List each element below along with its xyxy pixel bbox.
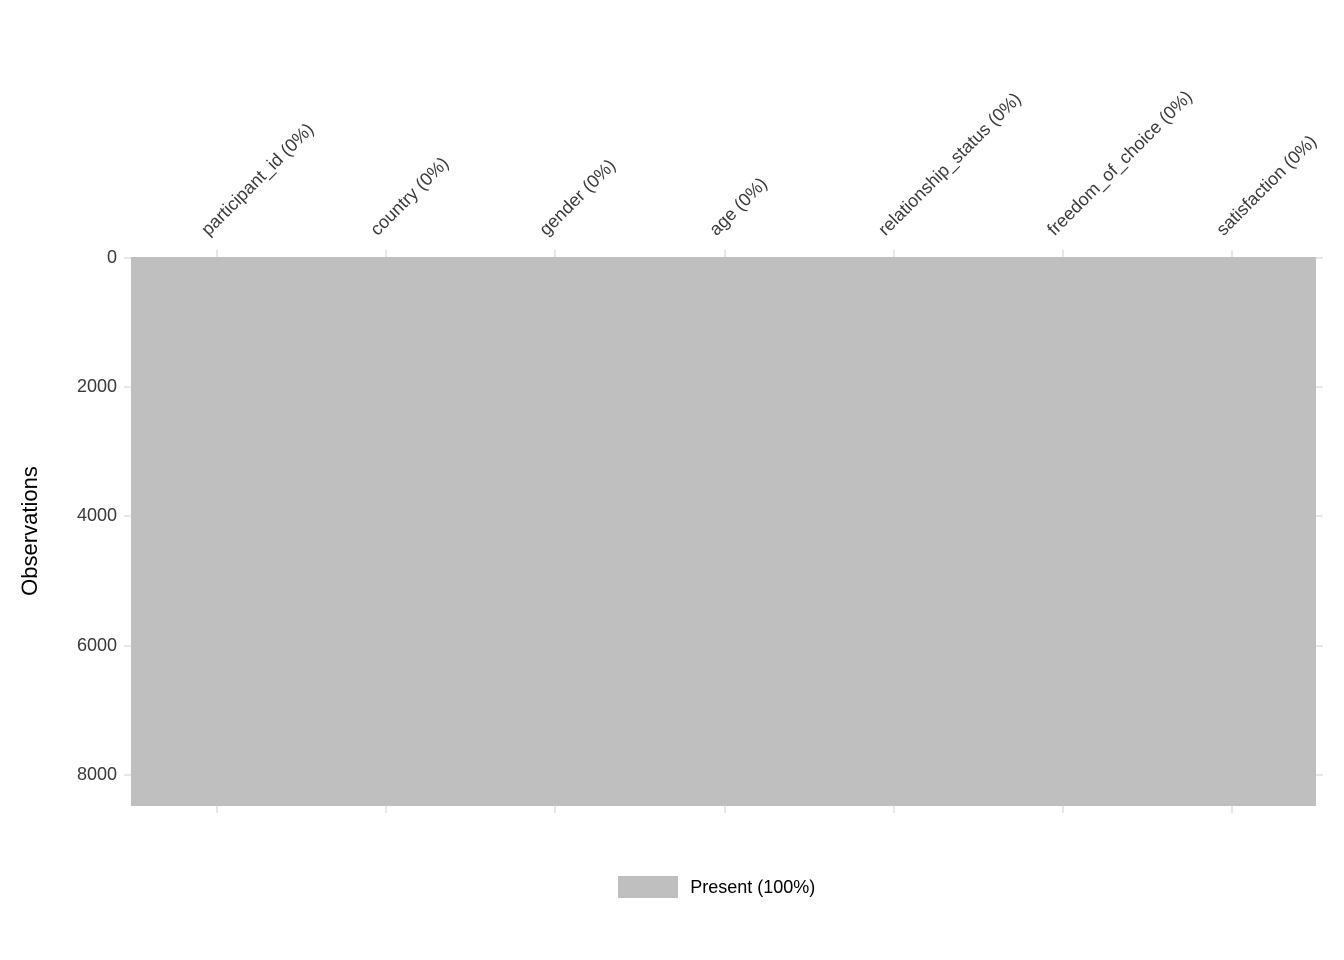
y-tick-mark (1316, 774, 1323, 776)
y-tick-mark (124, 257, 131, 259)
plot-fill-rect (131, 257, 1316, 806)
legend-label: Present (100%) (690, 877, 815, 898)
y-tick-mark (1316, 386, 1323, 388)
x-tick-mark (1062, 250, 1064, 257)
x-tick-mark (554, 806, 556, 813)
x-tick-mark (893, 250, 895, 257)
y-tick-mark (124, 386, 131, 388)
x-column-label: satisfaction (0%) (1212, 131, 1321, 240)
x-tick-mark (1062, 806, 1064, 813)
y-tick-mark (1316, 645, 1323, 647)
y-tick-label: 8000 (77, 764, 117, 785)
y-tick-mark (1316, 515, 1323, 517)
x-tick-mark (385, 806, 387, 813)
y-axis-title: Observations (17, 451, 43, 611)
x-column-label: participant_id (0%) (197, 119, 318, 240)
x-tick-mark (216, 806, 218, 813)
x-tick-mark (1231, 806, 1233, 813)
x-tick-mark (216, 250, 218, 257)
legend: Present (100%) (618, 876, 815, 898)
x-column-label: country (0%) (366, 153, 453, 240)
y-tick-mark (124, 515, 131, 517)
x-tick-mark (724, 250, 726, 257)
x-tick-mark (1231, 250, 1233, 257)
y-tick-mark (1316, 257, 1323, 259)
missingness-chart: Observations 0 2000 4000 6000 8000 participa… (0, 0, 1344, 960)
y-tick-label: 2000 (77, 376, 117, 397)
x-column-label: gender (0%) (535, 155, 620, 240)
x-tick-mark (385, 250, 387, 257)
x-tick-mark (893, 806, 895, 813)
x-tick-mark (554, 250, 556, 257)
legend-swatch (618, 876, 678, 898)
x-column-label: relationship_status (0%) (874, 89, 1025, 240)
y-tick-mark (124, 774, 131, 776)
y-tick-label: 0 (107, 247, 117, 268)
y-tick-label: 4000 (77, 505, 117, 526)
x-tick-mark (724, 806, 726, 813)
y-tick-mark (124, 645, 131, 647)
x-column-label: freedom_of_choice (0%) (1043, 86, 1197, 240)
x-column-label: age (0%) (705, 173, 772, 240)
y-tick-label: 6000 (77, 635, 117, 656)
